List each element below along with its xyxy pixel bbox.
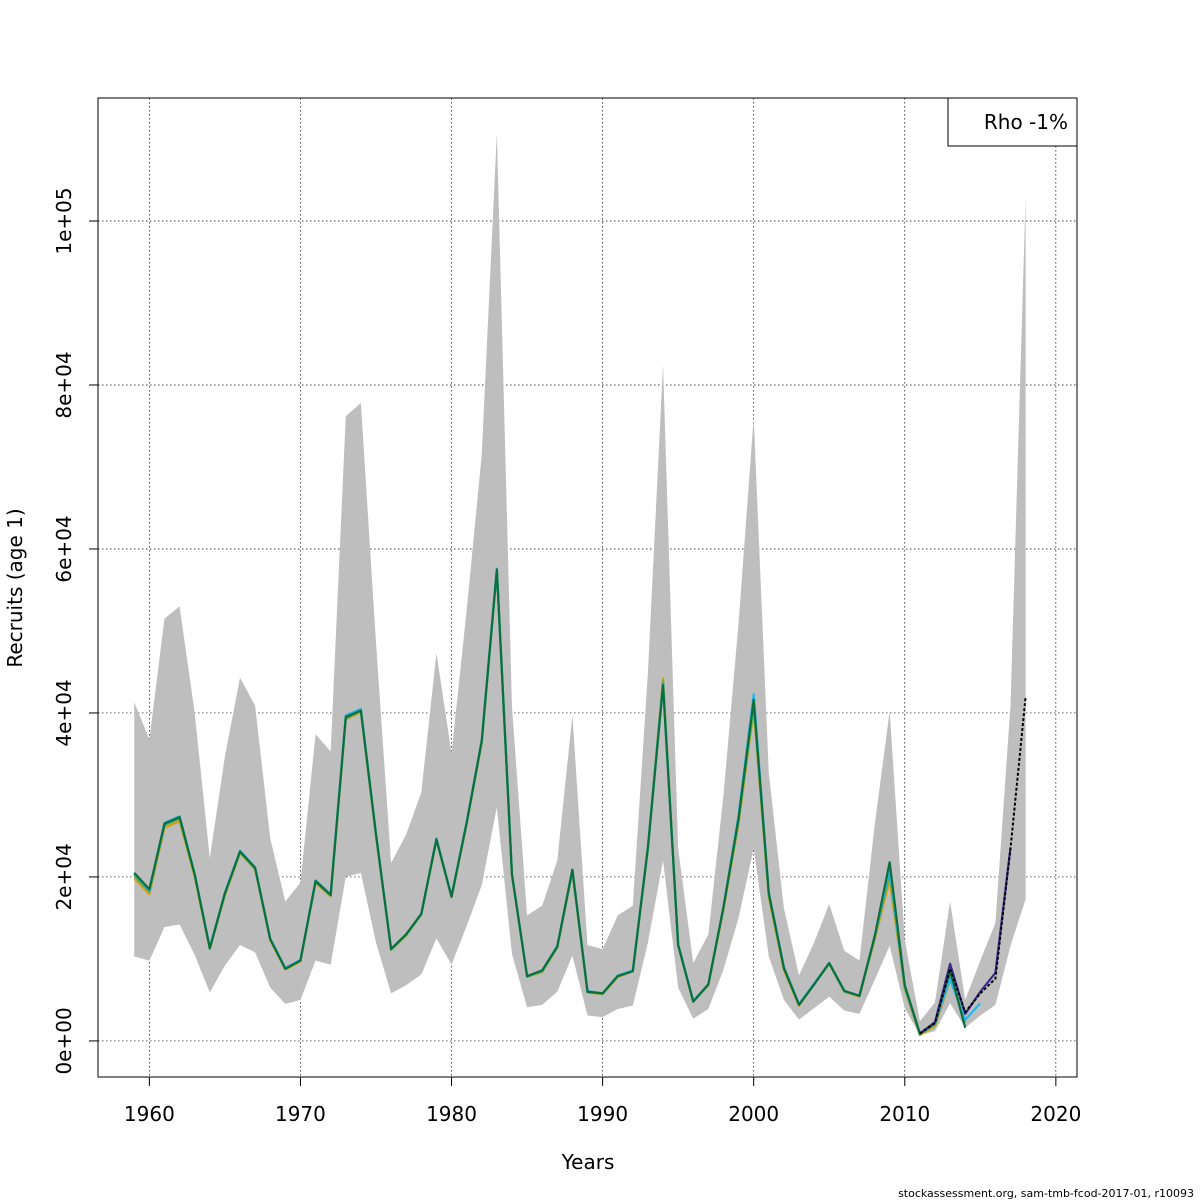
x-tick-label: 2010	[879, 1102, 930, 1126]
legend-box	[947, 97, 1078, 147]
y-tick-label: 0e+00	[52, 1007, 76, 1074]
y-tick-label: 1e+05	[52, 187, 76, 254]
footer-credit: stockassessment.org, sam-tmb-fcod-2017-0…	[898, 1187, 1194, 1200]
series-line-5	[133, 568, 967, 1035]
y-tick-label: 4e+04	[52, 679, 76, 746]
x-tick-label: 2000	[728, 1102, 779, 1126]
x-axis: 1960 1970 1980 1990 2000 2010 2020	[124, 1076, 1081, 1126]
confidence-band	[134, 133, 1026, 1036]
y-tick-label: 6e+04	[52, 515, 76, 582]
series-line-7	[919, 696, 1027, 1035]
legend-text: Rho -1%	[984, 110, 1068, 134]
grid	[98, 98, 1077, 1077]
x-tick-label: 2020	[1030, 1102, 1081, 1126]
series-layer	[133, 567, 1027, 1037]
x-axis-title: Years	[561, 1150, 615, 1174]
x-tick-label: 1980	[426, 1102, 477, 1126]
x-tick-label: 1960	[124, 1102, 175, 1126]
y-tick-label: 2e+04	[52, 843, 76, 910]
y-axis: 0e+00 2e+04 4e+04 6e+04 8e+04 1e+05	[52, 187, 99, 1075]
x-tick-label: 1970	[275, 1102, 326, 1126]
y-axis-title: Recruits (age 1)	[3, 508, 27, 667]
y-tick-label: 8e+04	[52, 351, 76, 418]
confidence-band-layer	[134, 133, 1026, 1036]
legend: Rho -1%	[947, 97, 1078, 147]
x-tick-label: 1990	[577, 1102, 628, 1126]
